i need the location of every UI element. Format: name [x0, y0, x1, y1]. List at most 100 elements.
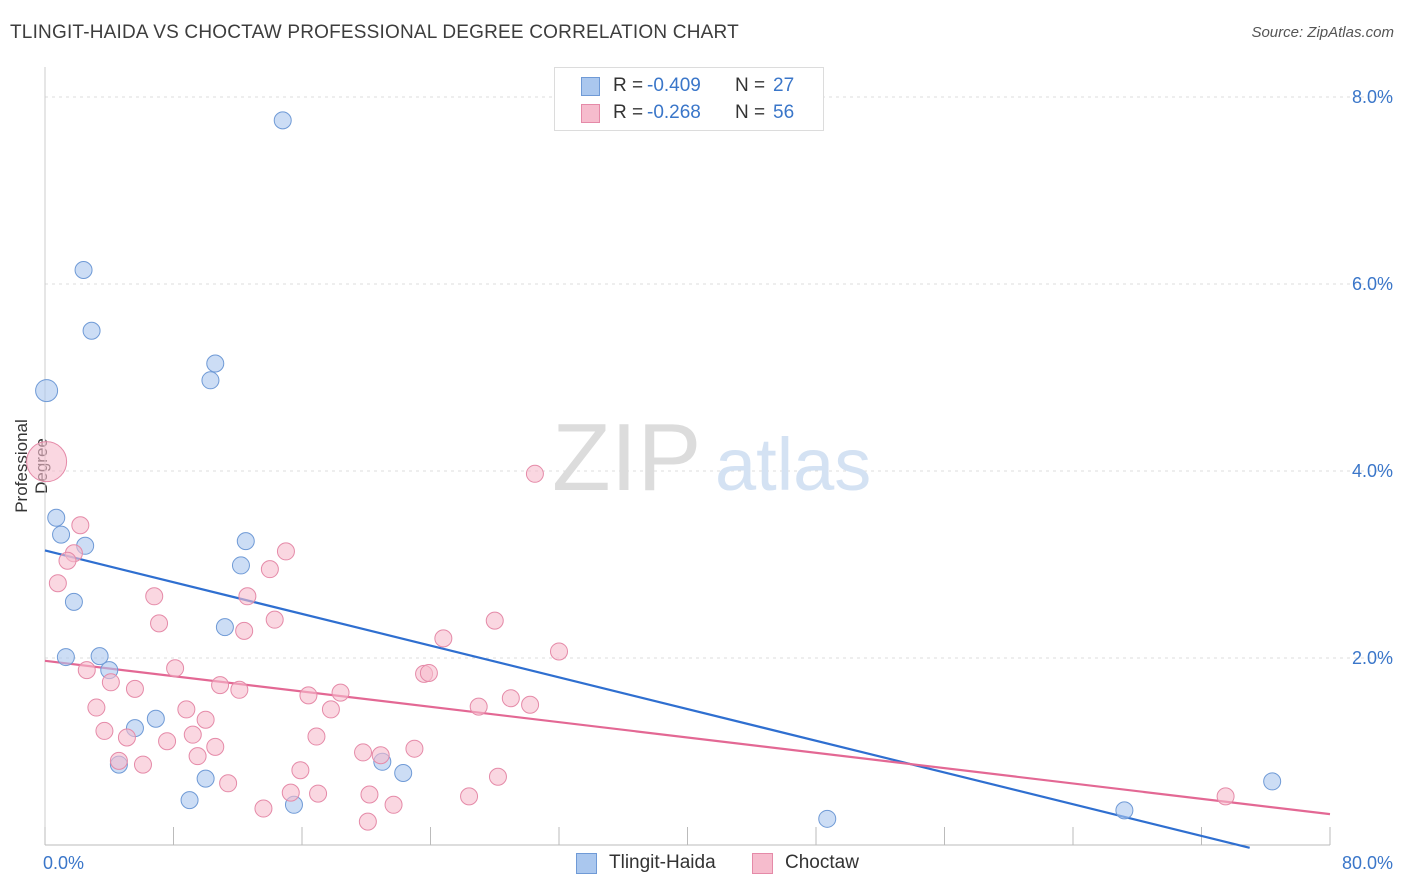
point-choctaw: [125, 679, 144, 698]
point-choctaw: [188, 747, 207, 766]
point-choctaw: [360, 785, 379, 804]
point-choctaw: [354, 743, 373, 762]
point-tlingit-haida: [201, 371, 220, 390]
point-choctaw: [95, 721, 114, 740]
point-choctaw: [469, 697, 488, 716]
point-tlingit-haida: [196, 769, 215, 788]
y-tick-label: 6.0%: [1352, 274, 1393, 294]
blue-swatch: [576, 853, 597, 874]
point-choctaw: [196, 710, 215, 729]
point-choctaw: [419, 663, 438, 682]
data-points: [26, 111, 1282, 831]
point-choctaw: [405, 739, 424, 758]
point-choctaw: [307, 727, 326, 746]
point-choctaw: [183, 725, 202, 744]
point-tlingit-haida: [818, 809, 837, 828]
legend-label: Tlingit-Haida: [609, 852, 716, 873]
point-choctaw: [299, 686, 318, 705]
point-choctaw: [291, 761, 310, 780]
legend-label: Choctaw: [785, 852, 859, 873]
legend: Tlingit-Haida Choctaw: [0, 850, 1406, 880]
point-choctaw: [158, 732, 177, 751]
point-choctaw: [206, 737, 225, 756]
n-label: N =: [735, 75, 766, 96]
n-value: 27: [773, 75, 795, 96]
r-value: -0.268: [647, 102, 701, 123]
point-choctaw: [321, 700, 340, 719]
point-choctaw: [525, 464, 544, 483]
r-label: R =: [613, 75, 644, 96]
point-choctaw: [550, 642, 568, 661]
point-tlingit-haida: [74, 260, 93, 279]
point-choctaw: [281, 783, 300, 802]
point-choctaw: [77, 661, 96, 680]
point-choctaw: [260, 560, 279, 579]
point-choctaw: [26, 441, 68, 483]
stats-row-tlingit-haida: R = -0.409 N = 27: [555, 74, 823, 100]
point-tlingit-haida: [56, 648, 75, 667]
point-choctaw: [276, 542, 295, 561]
point-tlingit-haida: [82, 321, 101, 340]
point-choctaw: [384, 795, 403, 814]
point-choctaw: [177, 700, 196, 719]
point-choctaw: [460, 787, 479, 806]
chart-title: TLINGIT-HAIDA VS CHOCTAW PROFESSIONAL DE…: [10, 22, 739, 43]
point-choctaw: [1216, 787, 1235, 806]
tick-labels: 2.0% 4.0% 6.0% 8.0% 0.0% 80.0%: [43, 87, 1393, 873]
y-tick-label: 4.0%: [1352, 461, 1393, 481]
point-choctaw: [71, 516, 90, 535]
point-tlingit-haida: [180, 791, 199, 810]
point-tlingit-haida: [146, 709, 165, 728]
point-choctaw: [58, 551, 77, 570]
point-tlingit-haida: [273, 111, 292, 130]
point-choctaw: [501, 689, 520, 708]
source-label: Source: ZipAtlas.com: [1251, 24, 1394, 41]
point-choctaw: [434, 629, 453, 648]
r-label: R =: [613, 102, 644, 123]
point-tlingit-haida: [35, 379, 59, 403]
point-choctaw: [109, 751, 128, 770]
point-choctaw: [358, 812, 377, 831]
point-choctaw: [101, 673, 120, 692]
point-choctaw: [331, 683, 350, 702]
point-choctaw: [211, 676, 230, 695]
trend-line-tlingit-haida: [44, 549, 1250, 849]
point-choctaw: [87, 698, 106, 717]
n-value: 56: [773, 102, 795, 123]
point-tlingit-haida: [1263, 772, 1282, 791]
x-tick-label: 0.0%: [43, 853, 84, 873]
point-choctaw: [166, 659, 185, 678]
trend-lines: [44, 549, 1331, 849]
point-tlingit-haida: [206, 354, 225, 373]
point-choctaw: [254, 799, 273, 818]
point-choctaw: [48, 574, 67, 593]
point-choctaw: [219, 774, 238, 793]
blue-swatch: [581, 77, 600, 96]
gridlines: [45, 96, 1395, 659]
trend-line-choctaw: [44, 659, 1331, 816]
point-choctaw: [117, 728, 136, 747]
stats-row-choctaw: R = -0.268 N = 56: [555, 101, 823, 127]
point-choctaw: [485, 611, 504, 630]
point-choctaw: [265, 610, 284, 629]
watermark-atlas: atlas: [715, 423, 871, 506]
point-tlingit-haida: [47, 508, 66, 527]
point-tlingit-haida: [236, 532, 255, 551]
point-tlingit-haida: [52, 525, 71, 544]
point-tlingit-haida: [394, 764, 413, 783]
point-tlingit-haida: [90, 647, 109, 666]
pink-swatch: [581, 104, 600, 123]
point-tlingit-haida: [215, 618, 234, 637]
point-choctaw: [371, 746, 390, 765]
y-tick-label: 2.0%: [1352, 648, 1393, 668]
stats-box: R = -0.409 N = 27 R = -0.268 N = 56: [554, 67, 824, 131]
point-tlingit-haida: [1115, 801, 1134, 820]
point-choctaw: [230, 680, 249, 699]
point-tlingit-haida: [64, 592, 83, 611]
n-label: N =: [735, 102, 766, 123]
x-tick-label: 80.0%: [1342, 853, 1393, 873]
y-tick-label: 8.0%: [1352, 87, 1393, 107]
point-choctaw: [488, 767, 507, 786]
point-choctaw: [238, 587, 257, 606]
